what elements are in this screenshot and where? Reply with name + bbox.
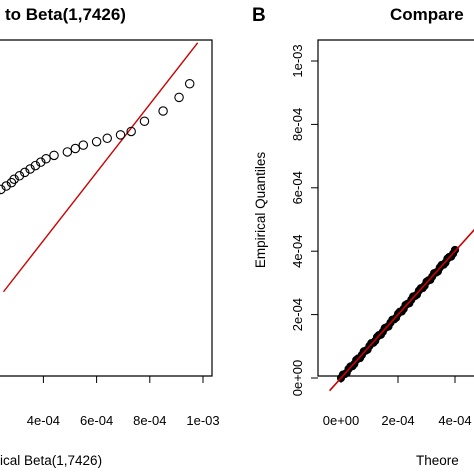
panel-a-axes-frame [0,39,213,377]
panel-a-x-tick-label: 1e-03 [186,413,219,428]
panel-b-y-tick-label: 1e-03 [290,44,305,77]
panel-a-point [6,177,17,188]
panel-b-x-label: Theore [416,453,459,468]
panel-a-point [30,160,41,171]
panel-a-x-tick-label: 6e-04 [80,413,113,428]
panel-b-y-tick-label: 8e-04 [290,108,305,141]
panel-a-point [62,147,73,157]
panel-a-point [49,150,59,161]
panel-a-reference-line [2,42,199,293]
panel-a-point [78,140,89,150]
panel-a-points [0,78,195,195]
panel-b-x-tick-label: 0e+00 [323,413,360,428]
panel-a-point [1,181,11,191]
panel-a-point [9,174,19,184]
panel-a-x-tick-label: 4e-04 [27,413,60,428]
panel-b-y-tick-label: 4e-04 [290,235,305,268]
panel-a-point [20,167,30,178]
panel-b: B Compare 0e+00 2e-04 4e-04 6e-04 8e-04 1e-03… [252,5,474,468]
panel-a-point [102,133,112,144]
panel-a-point [184,78,195,89]
panel-a-point [35,157,46,167]
panel-a-point [115,130,126,140]
panel-a-title: to Beta(1,7426) [5,5,126,24]
panel-a-point [174,92,184,103]
panel-a: to Beta(1,7426) 4e-04 6e-04 8e-04 1e-03 ica… [0,5,220,468]
panel-b-y-tick-label: 0e+00 [290,360,305,397]
panel-a-point [0,184,6,195]
panel-a-point [158,106,168,116]
panel-b-y-label: Empirical Quantiles [253,152,268,269]
panel-b-x-tick-label: 4e-04 [438,413,471,428]
panel-b-y-ticks: 0e+00 2e-04 4e-04 6e-04 8e-04 1e-03 [290,44,318,396]
panel-a-x-ticks: 4e-04 6e-04 8e-04 1e-03 [27,376,220,428]
panel-a-point [25,164,35,174]
panel-b-letter: B [252,5,266,26]
panel-b-x-ticks: 0e+00 2e-04 4e-04 [323,376,472,428]
panel-b-reference-line [329,228,474,392]
panel-b-y-tick-label: 2e-04 [290,298,305,331]
panel-a-point [14,171,25,181]
panel-a-point [41,154,51,164]
panel-a-point [126,126,136,137]
panel-a-point [91,136,102,147]
panel-b-axes-frame [317,39,474,377]
panel-a-x-label: ical Beta(1,7426) [0,453,102,468]
panel-b-y-tick-label: 6e-04 [290,171,305,204]
panel-a-point [70,143,81,154]
panel-a-point [139,116,150,127]
panel-b-x-tick-label: 2e-04 [381,413,414,428]
panel-a-x-tick-label: 8e-04 [133,413,166,428]
panel-b-title: Compare [390,5,464,24]
